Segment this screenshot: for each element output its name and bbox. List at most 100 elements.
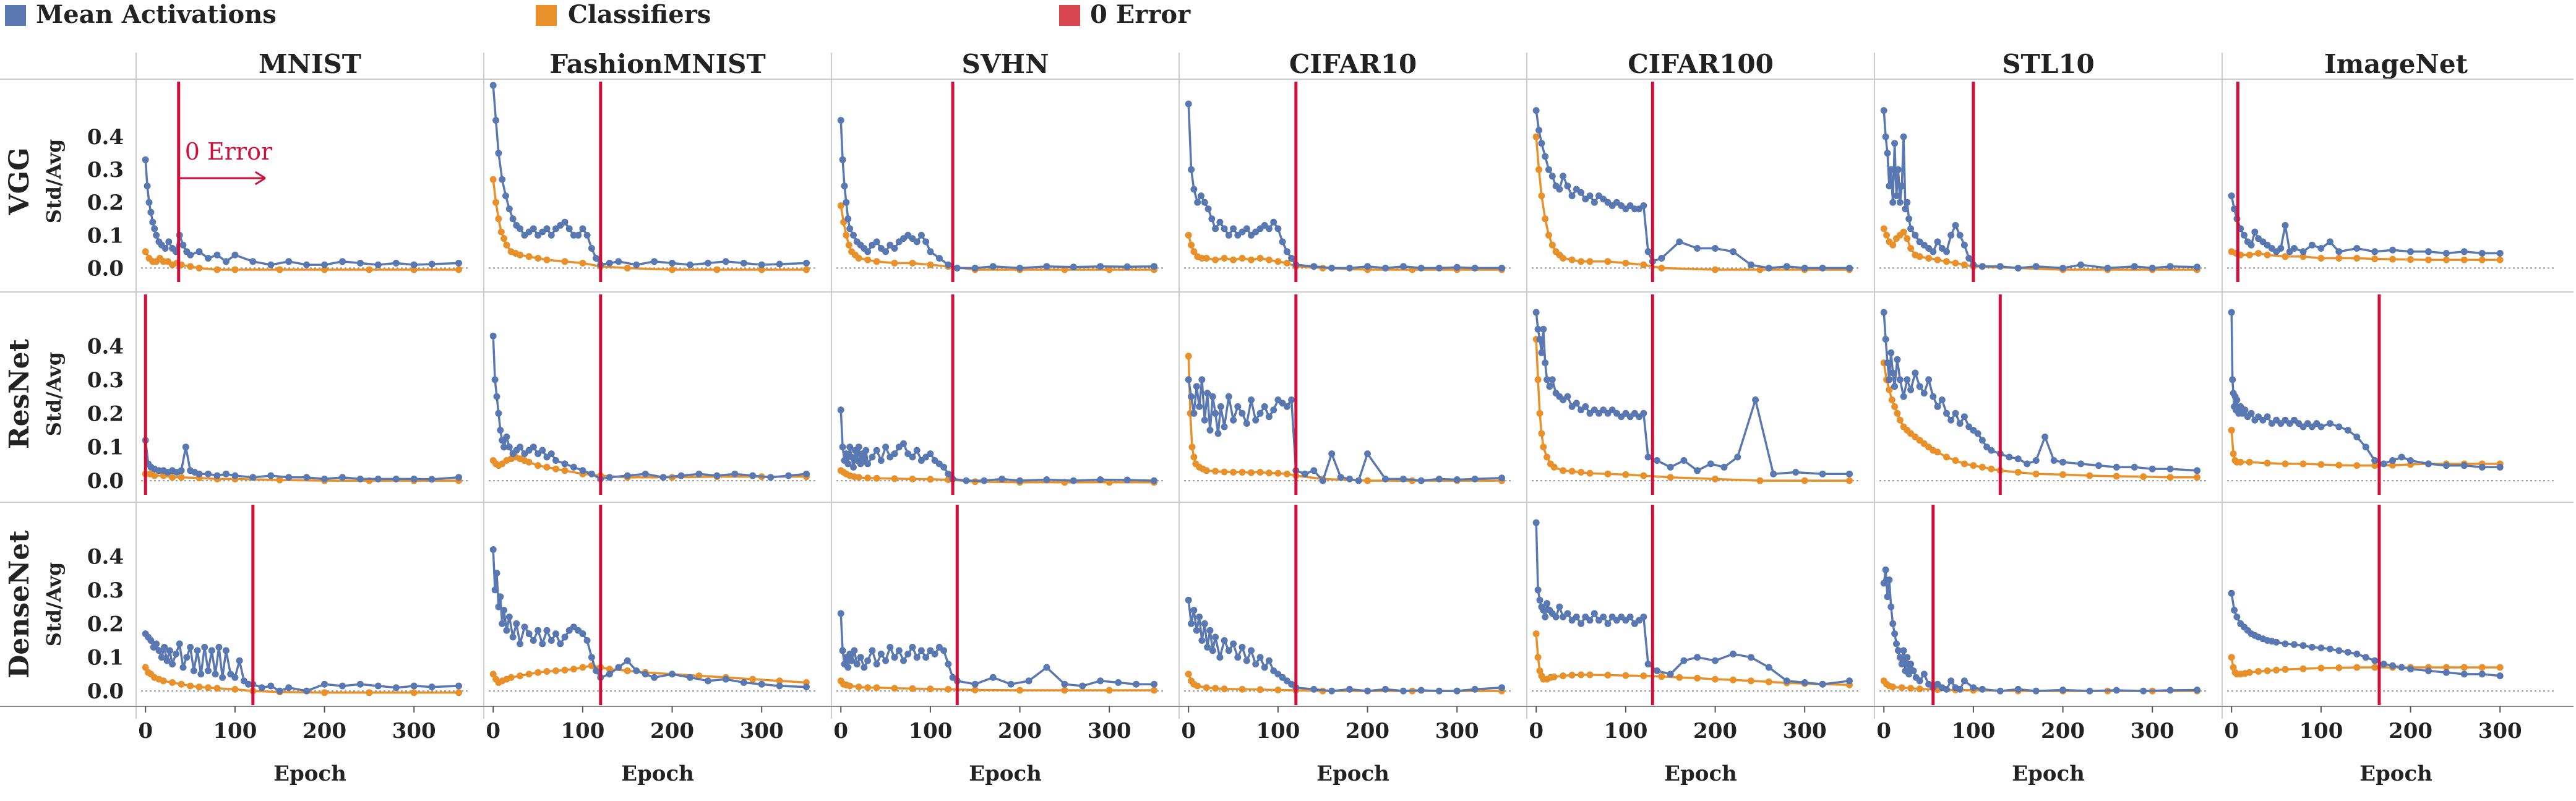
data-point-mean-activations — [583, 637, 591, 644]
data-point-classifiers — [1888, 396, 1896, 403]
data-point-classifiers — [891, 475, 898, 482]
panel-resnet-svhn — [836, 294, 1163, 495]
data-point-mean-activations — [1382, 685, 1389, 693]
data-point-mean-activations — [2344, 427, 2351, 434]
data-point-mean-activations — [642, 470, 649, 478]
data-point-mean-activations — [2251, 228, 2259, 236]
data-point-mean-activations — [927, 450, 934, 458]
data-point-classifiers — [1535, 166, 1543, 173]
data-point-classifiers — [151, 472, 158, 479]
data-point-mean-activations — [593, 667, 600, 674]
data-point-mean-activations — [517, 225, 524, 233]
data-point-mean-activations — [2389, 662, 2397, 669]
data-point-mean-activations — [565, 225, 573, 233]
data-point-mean-activations — [155, 647, 163, 654]
data-point-classifiers — [561, 666, 569, 674]
data-point-mean-activations — [1188, 393, 1195, 400]
data-point-mean-activations — [837, 610, 844, 617]
data-point-classifiers — [2255, 250, 2262, 257]
data-point-classifiers — [552, 667, 559, 674]
data-point-classifiers — [1846, 477, 1853, 484]
data-point-classifiers — [1894, 409, 1901, 417]
data-point-mean-activations — [998, 475, 1006, 482]
y-tick-label: 0.4 — [87, 334, 124, 359]
data-point-classifiers — [1256, 469, 1264, 476]
data-point-mean-activations — [767, 474, 775, 481]
data-point-mean-activations — [1896, 376, 1904, 383]
data-point-mean-activations — [1974, 430, 1981, 437]
data-point-mean-activations — [2389, 246, 2397, 254]
data-point-mean-activations — [1783, 677, 1790, 685]
series-line-mean-activations — [492, 85, 807, 267]
data-point-mean-activations — [1185, 596, 1192, 604]
data-point-classifiers — [1540, 443, 1547, 451]
data-point-mean-activations — [2059, 264, 2066, 272]
data-point-mean-activations — [803, 470, 810, 478]
data-point-mean-activations — [935, 255, 943, 262]
data-point-mean-activations — [1212, 225, 1219, 233]
data-point-mean-activations — [882, 248, 890, 255]
data-point-mean-activations — [2326, 238, 2333, 246]
data-point-mean-activations — [1198, 192, 1204, 200]
data-point-mean-activations — [1070, 477, 1077, 484]
x-tick-label: 100 — [1951, 719, 1995, 743]
data-point-classifiers — [2140, 473, 2147, 481]
data-point-classifiers — [489, 670, 497, 678]
data-point-mean-activations — [1542, 359, 1549, 367]
data-point-mean-activations — [1151, 263, 1157, 270]
data-point-classifiers — [864, 474, 872, 482]
panel-vgg-imagenet — [2227, 82, 2554, 282]
data-point-mean-activations — [1720, 463, 1728, 471]
data-point-classifiers — [1578, 258, 1585, 265]
data-point-classifiers — [321, 689, 328, 696]
data-point-mean-activations — [213, 251, 221, 259]
data-point-classifiers — [2389, 461, 2397, 469]
y-tick-label: 0.1 — [87, 435, 124, 460]
data-point-mean-activations — [1644, 661, 1652, 668]
data-point-mean-activations — [1230, 640, 1237, 648]
data-point-mean-activations — [704, 259, 711, 267]
data-point-mean-activations — [1546, 383, 1553, 390]
data-point-classifiers — [1756, 477, 1764, 484]
x-tick-label: 0 — [138, 719, 153, 743]
data-point-classifiers — [1801, 477, 1808, 484]
data-point-mean-activations — [1221, 225, 1228, 233]
data-point-mean-activations — [2371, 248, 2379, 255]
data-point-mean-activations — [142, 156, 149, 163]
data-point-mean-activations — [1891, 383, 1899, 390]
data-point-mean-activations — [194, 647, 201, 654]
data-point-classifiers — [1221, 685, 1228, 693]
data-point-classifiers — [1545, 231, 1552, 239]
data-point-mean-activations — [2442, 669, 2450, 676]
data-point-mean-activations — [1261, 403, 1268, 410]
data-point-mean-activations — [1310, 263, 1318, 270]
data-point-classifiers — [1256, 686, 1264, 693]
legend-label-classifiers: Classifiers — [568, 0, 711, 29]
data-point-classifiers — [758, 266, 765, 273]
data-point-classifiers — [2086, 472, 2093, 479]
data-point-mean-activations — [321, 680, 328, 688]
panel-densenet-imagenet: 0 100 200 300 Epoch — [2224, 505, 2554, 786]
data-point-mean-activations — [1819, 264, 1826, 272]
data-point-mean-activations — [2194, 687, 2200, 693]
data-point-classifiers — [669, 266, 676, 273]
data-point-classifiers — [543, 463, 551, 471]
data-point-mean-activations — [2086, 687, 2093, 695]
panel-resnet-fashionmnist — [489, 294, 815, 495]
data-point-classifiers — [195, 683, 203, 691]
x-tick-label: 0 — [486, 719, 500, 743]
data-point-mean-activations — [505, 443, 513, 451]
data-point-mean-activations — [2326, 645, 2333, 653]
data-point-classifiers — [169, 679, 176, 686]
data-point-classifiers — [1190, 453, 1198, 461]
data-point-classifiers — [1230, 469, 1237, 476]
data-point-mean-activations — [2398, 664, 2405, 671]
data-point-mean-activations — [2425, 248, 2432, 255]
data-point-mean-activations — [1248, 396, 1255, 403]
data-point-mean-activations — [2233, 613, 2241, 620]
data-point-mean-activations — [2277, 245, 2285, 252]
data-point-classifiers — [455, 689, 462, 696]
data-point-mean-activations — [1230, 225, 1237, 233]
x-tick-label: 300 — [2478, 719, 2522, 743]
data-point-mean-activations — [687, 674, 693, 681]
